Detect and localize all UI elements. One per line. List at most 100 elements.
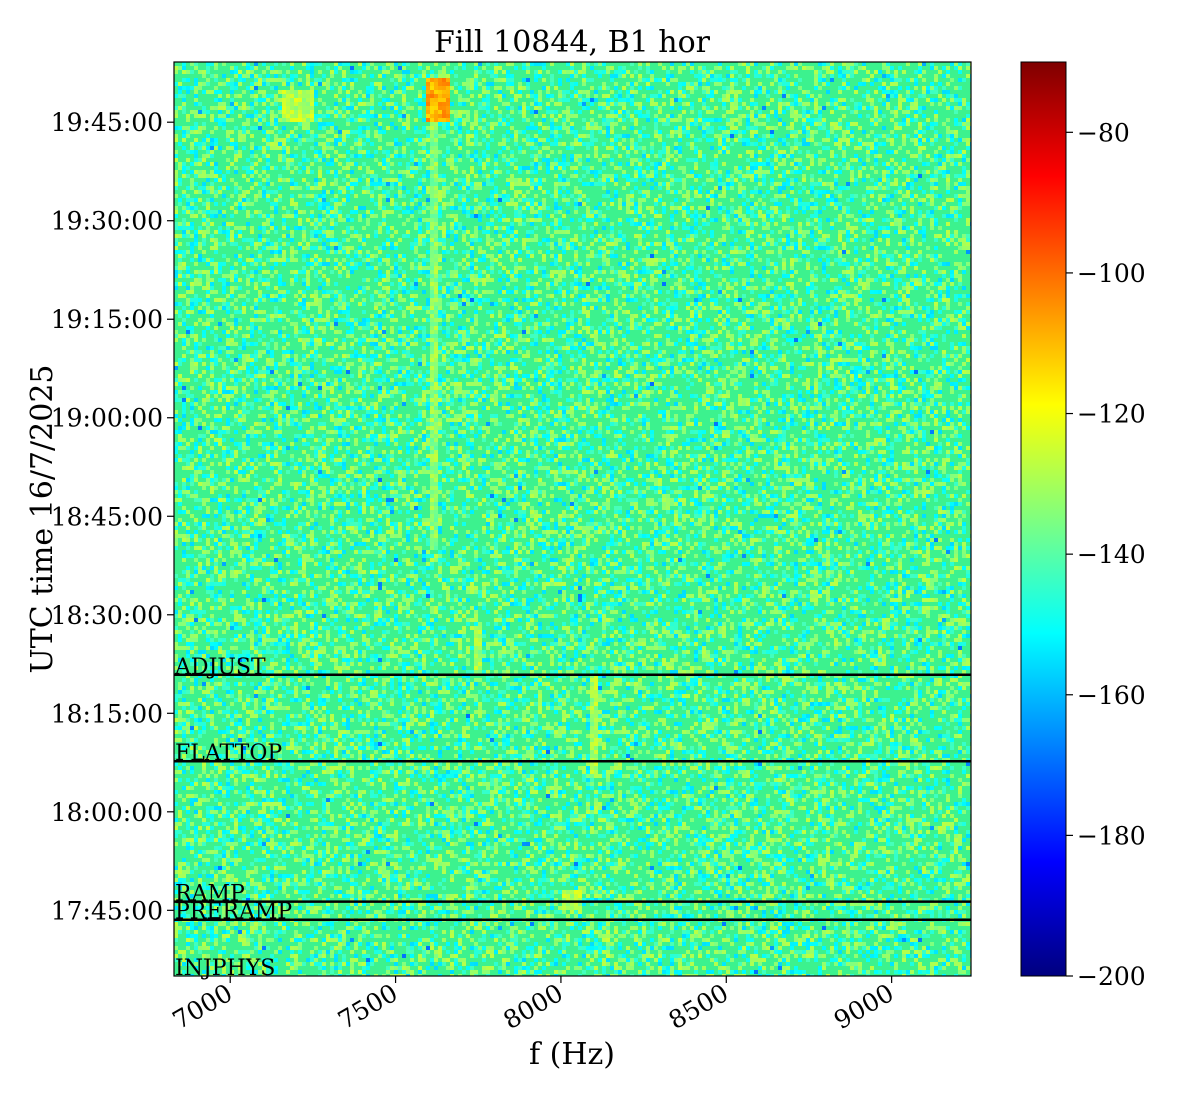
heatmap-cell — [914, 82, 918, 86]
heatmap-cell — [894, 126, 898, 130]
heatmap-cell — [198, 226, 202, 230]
heatmap-cell — [642, 174, 646, 178]
heatmap-cell — [430, 190, 434, 194]
heatmap-cell — [562, 118, 566, 122]
heatmap-cell — [186, 78, 190, 82]
heatmap-cell — [582, 82, 586, 86]
heatmap-cell — [466, 134, 470, 138]
heatmap-cell — [430, 258, 434, 262]
heatmap-cell — [734, 214, 738, 218]
heatmap-cell — [706, 222, 710, 226]
heatmap-cell — [814, 154, 818, 158]
heatmap-cell — [726, 134, 730, 138]
heatmap-cell — [434, 110, 438, 114]
heatmap-cell — [502, 70, 506, 74]
heatmap-cell — [942, 122, 946, 126]
heatmap-cell — [474, 158, 478, 162]
heatmap-cell — [330, 138, 334, 142]
heatmap-cell — [290, 94, 294, 98]
heatmap-cell — [594, 70, 598, 74]
heatmap-cell — [738, 118, 742, 122]
heatmap-cell — [478, 102, 482, 106]
heatmap-cell — [770, 130, 774, 134]
heatmap-cell — [414, 194, 418, 198]
heatmap-cell — [602, 214, 606, 218]
heatmap-cell — [310, 102, 314, 106]
heatmap-cell — [498, 206, 502, 210]
heatmap-cell — [370, 170, 374, 174]
heatmap-cell — [518, 82, 522, 86]
heatmap-cell — [558, 222, 562, 226]
heatmap-cell — [194, 198, 198, 202]
heatmap-cell — [278, 142, 282, 146]
heatmap-cell — [478, 118, 482, 122]
heatmap-cell — [678, 206, 682, 210]
heatmap-cell — [482, 166, 486, 170]
heatmap-cell — [326, 202, 330, 206]
heatmap-cell — [290, 102, 294, 106]
heatmap-cell — [826, 182, 830, 186]
heatmap-cell — [194, 110, 198, 114]
heatmap-cell — [438, 90, 442, 94]
heatmap-cell — [554, 102, 558, 106]
heatmap-cell — [626, 198, 630, 202]
heatmap-cell — [922, 230, 926, 234]
heatmap-cell — [790, 102, 794, 106]
heatmap-cell — [746, 122, 750, 126]
heatmap-cell — [314, 178, 318, 182]
heatmap-cell — [754, 190, 758, 194]
heatmap-cell — [950, 94, 954, 98]
heatmap-cell — [702, 70, 706, 74]
heatmap-cell — [414, 138, 418, 142]
heatmap-cell — [902, 226, 906, 230]
heatmap-cell — [850, 122, 854, 126]
heatmap-cell — [886, 98, 890, 102]
heatmap-cell — [318, 98, 322, 102]
heatmap-cell — [950, 214, 954, 218]
heatmap-cell — [894, 182, 898, 186]
heatmap-cell — [362, 114, 366, 118]
heatmap-cell — [626, 202, 630, 206]
heatmap-cell — [534, 218, 538, 222]
heatmap-cell — [242, 110, 246, 114]
heatmap-cell — [310, 94, 314, 98]
heatmap-cell — [430, 122, 434, 126]
heatmap-cell — [654, 250, 658, 254]
heatmap-cell — [926, 194, 930, 198]
heatmap-cell — [282, 114, 286, 118]
heatmap-cell — [346, 218, 350, 222]
heatmap-cell — [610, 110, 614, 114]
heatmap-cell — [186, 186, 190, 190]
heatmap-cell — [890, 66, 894, 70]
heatmap-cell — [690, 254, 694, 258]
heatmap-cell — [522, 66, 526, 70]
heatmap-cell — [470, 94, 474, 98]
heatmap-cell — [590, 218, 594, 222]
heatmap-cell — [462, 206, 466, 210]
heatmap-cell — [714, 194, 718, 198]
heatmap-cell — [194, 234, 198, 238]
heatmap-cell — [554, 174, 558, 178]
heatmap-cell — [634, 170, 638, 174]
heatmap-cell — [578, 98, 582, 102]
heatmap-cell — [306, 98, 310, 102]
heatmap-cell — [578, 194, 582, 198]
heatmap-cell — [654, 94, 658, 98]
heatmap-cell — [902, 194, 906, 198]
heatmap-cell — [674, 250, 678, 254]
heatmap-cell — [882, 170, 886, 174]
heatmap-cell — [286, 210, 290, 214]
heatmap-cell — [942, 214, 946, 218]
heatmap-cell — [290, 254, 294, 258]
heatmap-cell — [742, 114, 746, 118]
heatmap-cell — [194, 86, 198, 90]
heatmap-cell — [206, 222, 210, 226]
heatmap-cell — [422, 138, 426, 142]
heatmap-cell — [366, 138, 370, 142]
heatmap-cell — [294, 90, 298, 94]
heatmap-cell — [426, 98, 430, 102]
heatmap-cell — [710, 166, 714, 170]
heatmap-cell — [378, 86, 382, 90]
heatmap-cell — [350, 154, 354, 158]
heatmap-cell — [274, 98, 278, 102]
